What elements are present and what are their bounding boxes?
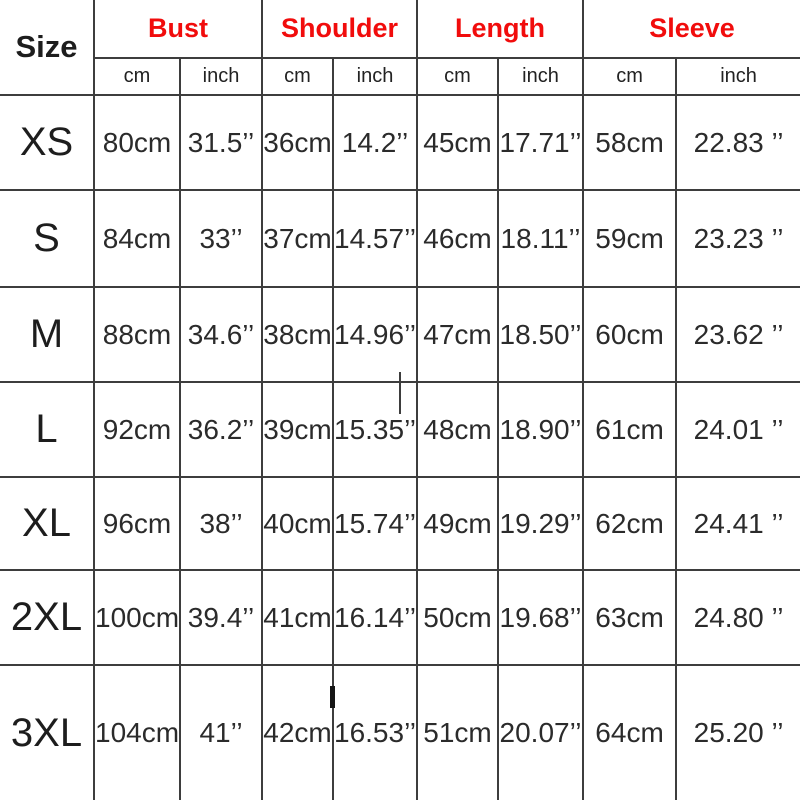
group-header-row: Size Bust Shoulder Length Sleeve: [0, 0, 800, 96]
sleeve-cm-cell: 59cm: [582, 189, 678, 288]
sleeve-column-header: Sleeve: [582, 0, 800, 59]
shoulder-inch-cell: 14.96’’: [331, 286, 419, 383]
bust-cm-cell: 88cm: [93, 286, 181, 383]
sleeve-inch-cell: 24.80 ’’: [675, 569, 800, 666]
bust-inch-cell: 33’’: [179, 189, 263, 288]
shoulder-cm-cell: 40cm: [261, 476, 334, 571]
shoulder-cm-cell: 41cm: [261, 569, 334, 666]
stray-mark: [399, 372, 401, 414]
length-cm-cell: 46cm: [416, 189, 500, 288]
unit-header-cm: cm: [93, 57, 181, 96]
length-inch-cell: 20.07’’: [497, 664, 585, 800]
sleeve-inch-cell: 24.01 ’’: [675, 381, 800, 478]
shoulder-inch-cell: 14.57’’: [331, 189, 419, 288]
bust-cm-cell: 92cm: [93, 381, 181, 478]
sleeve-cm-cell: 63cm: [582, 569, 678, 666]
sleeve-cm-cell: 64cm: [582, 664, 678, 800]
bust-cm-cell: 84cm: [93, 189, 181, 288]
stray-mark: [330, 686, 335, 708]
size-cell: 2XL: [0, 569, 95, 666]
length-cm-cell: 51cm: [416, 664, 500, 800]
size-cell: XS: [0, 94, 95, 191]
sleeve-inch-cell: 23.23 ’’: [675, 189, 800, 288]
size-cell: 3XL: [0, 664, 95, 800]
shoulder-cm-cell: 39cm: [261, 381, 334, 478]
size-cell: XL: [0, 476, 95, 571]
table-row-m: M 88cm 34.6’’ 38cm 14.96’’ 47cm 18.50’’ …: [0, 286, 800, 383]
unit-header-inch: inch: [179, 57, 263, 96]
table-row-l: L 92cm 36.2’’ 39cm 15.35’’ 48cm 18.90’’ …: [0, 381, 800, 478]
unit-header-inch: inch: [675, 57, 800, 96]
unit-header-inch: inch: [497, 57, 585, 96]
shoulder-inch-cell: 16.14’’: [331, 569, 419, 666]
sleeve-inch-cell: 23.62 ’’: [675, 286, 800, 383]
length-cm-cell: 48cm: [416, 381, 500, 478]
shoulder-cm-cell: 37cm: [261, 189, 334, 288]
bust-inch-cell: 31.5’’: [179, 94, 263, 191]
bust-inch-cell: 38’’: [179, 476, 263, 571]
sleeve-inch-cell: 22.83 ’’: [675, 94, 800, 191]
length-column-header: Length: [416, 0, 585, 59]
length-cm-cell: 50cm: [416, 569, 500, 666]
length-cm-cell: 47cm: [416, 286, 500, 383]
table-row-2xl: 2XL 100cm 39.4’’ 41cm 16.14’’ 50cm 19.68…: [0, 569, 800, 666]
shoulder-column-header: Shoulder: [260, 0, 419, 59]
size-column-header: Size: [0, 0, 95, 96]
size-cell: S: [0, 189, 95, 288]
table-row-xl: XL 96cm 38’’ 40cm 15.74’’ 49cm 19.29’’ 6…: [0, 476, 800, 571]
length-inch-cell: 18.11’’: [497, 189, 585, 288]
bust-inch-cell: 36.2’’: [179, 381, 263, 478]
bust-cm-cell: 96cm: [93, 476, 181, 571]
shoulder-inch-cell: 16.53’’: [331, 664, 419, 800]
table-row-3xl: 3XL 104cm 41’’ 42cm 16.53’’ 51cm 20.07’’…: [0, 664, 800, 800]
shoulder-cm-cell: 36cm: [261, 94, 334, 191]
sleeve-cm-cell: 61cm: [582, 381, 678, 478]
unit-header-cm: cm: [416, 57, 500, 96]
unit-header-cm: cm: [261, 57, 334, 96]
length-inch-cell: 19.29’’: [497, 476, 585, 571]
sleeve-inch-cell: 24.41 ’’: [675, 476, 800, 571]
length-cm-cell: 49cm: [416, 476, 500, 571]
bust-inch-cell: 41’’: [179, 664, 263, 800]
sleeve-cm-cell: 58cm: [582, 94, 678, 191]
bust-column-header: Bust: [93, 0, 263, 59]
shoulder-cm-cell: 42cm: [261, 664, 334, 800]
table-row-s: S 84cm 33’’ 37cm 14.57’’ 46cm 18.11’’ 59…: [0, 189, 800, 288]
length-inch-cell: 18.50’’: [497, 286, 585, 383]
bust-inch-cell: 34.6’’: [179, 286, 263, 383]
bust-cm-cell: 104cm: [93, 664, 181, 800]
table-row-xs: XS 80cm 31.5’’ 36cm 14.2’’ 45cm 17.71’’ …: [0, 94, 800, 191]
sleeve-cm-cell: 62cm: [582, 476, 678, 571]
shoulder-inch-cell: 15.74’’: [331, 476, 419, 571]
shoulder-inch-cell: 15.35’’: [331, 381, 419, 478]
unit-header-inch: inch: [331, 57, 419, 96]
bust-inch-cell: 39.4’’: [179, 569, 263, 666]
size-cell: L: [0, 381, 95, 478]
shoulder-cm-cell: 38cm: [261, 286, 334, 383]
shoulder-inch-cell: 14.2’’: [331, 94, 419, 191]
length-cm-cell: 45cm: [416, 94, 500, 191]
length-inch-cell: 18.90’’: [497, 381, 585, 478]
unit-header-row: cm inch cm inch cm inch cm inch: [0, 57, 800, 96]
length-inch-cell: 17.71’’: [497, 94, 585, 191]
bust-cm-cell: 80cm: [93, 94, 181, 191]
length-inch-cell: 19.68’’: [497, 569, 585, 666]
sleeve-inch-cell: 25.20 ’’: [675, 664, 800, 800]
size-cell: M: [0, 286, 95, 383]
unit-header-cm: cm: [582, 57, 678, 96]
bust-cm-cell: 100cm: [93, 569, 181, 666]
sleeve-cm-cell: 60cm: [582, 286, 678, 383]
